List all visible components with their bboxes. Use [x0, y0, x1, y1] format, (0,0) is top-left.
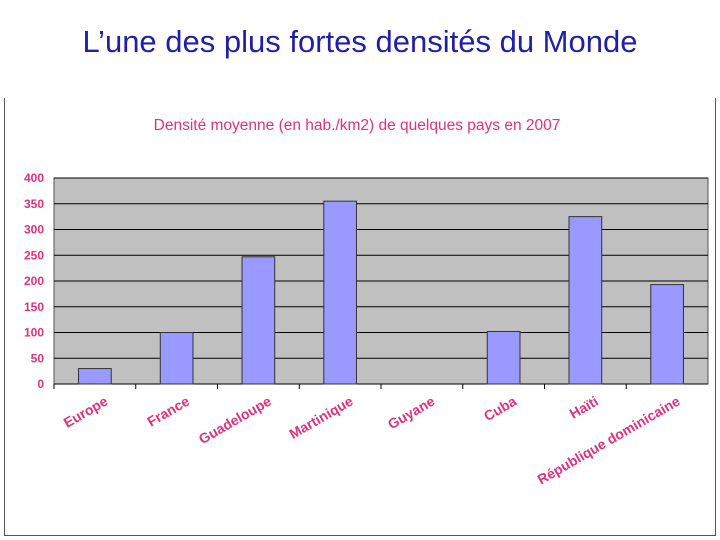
- y-tick-label: 150: [24, 300, 44, 314]
- bar-ha-ti: [568, 216, 603, 385]
- chart-title: Densité moyenne (en hab./km2) de quelque…: [154, 117, 561, 134]
- bar-chart: Densité moyenne (en hab./km2) de quelque…: [24, 117, 709, 488]
- x-tick-label: République dominicaine: [535, 393, 683, 488]
- slide-title: L’une des plus fortes densités du Monde: [82, 24, 638, 59]
- x-tick-label: France: [144, 393, 192, 430]
- bar-guadeloupe: [241, 256, 276, 385]
- x-axis-ticks: Europe France Guadeloupe Martinique Guyane Cu…: [61, 393, 683, 488]
- y-tick-label: 0: [37, 377, 44, 391]
- bar-europe: [78, 368, 112, 385]
- y-tick-label: 400: [24, 171, 44, 185]
- chart-frame: Densité moyenne (en hab./km2) de quelque…: [4, 98, 716, 536]
- y-axis-ticks: 0 50 100 150 200 250 300 350 400: [24, 171, 44, 391]
- bars: [78, 200, 684, 385]
- y-tick-label: 100: [24, 326, 44, 340]
- bar-r-publique-dominicaine: [650, 284, 684, 385]
- bar-cuba: [486, 330, 521, 385]
- x-tick-label: Cuba: [481, 393, 519, 424]
- y-tick-label: 50: [31, 351, 45, 365]
- x-tick-label: Haïti: [567, 393, 601, 422]
- y-tick-label: 250: [24, 248, 44, 262]
- x-tick-label: Guyane: [385, 393, 438, 433]
- x-tick-label: Europe: [61, 393, 111, 431]
- x-tick-label: Guadeloupe: [196, 393, 274, 447]
- bar-martinique: [323, 200, 357, 385]
- y-tick-label: 350: [24, 197, 44, 211]
- y-tick-label: 300: [24, 223, 44, 237]
- bar-france: [159, 332, 194, 385]
- x-tick-label: Martinique: [286, 393, 355, 442]
- y-tick-label: 200: [24, 274, 44, 288]
